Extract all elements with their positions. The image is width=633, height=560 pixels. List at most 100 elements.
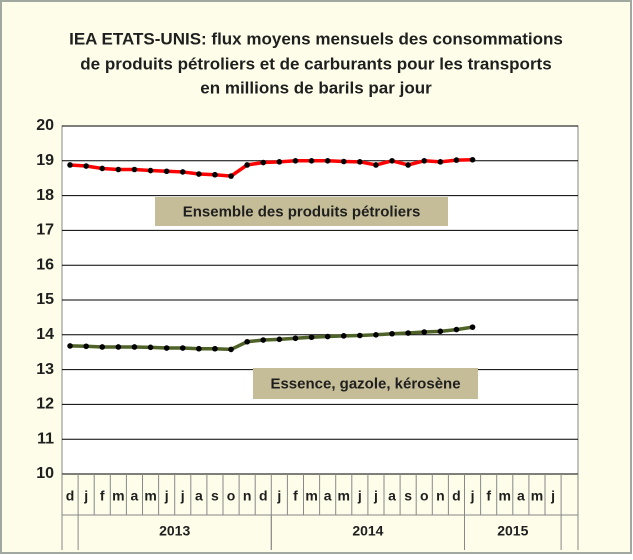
series-marker	[324, 158, 331, 164]
x-tick-label: j	[83, 488, 88, 504]
x-tick-label: n	[436, 488, 445, 504]
x-tick-label: o	[420, 488, 429, 504]
series-marker	[260, 159, 267, 166]
x-tick-label: s	[404, 488, 412, 504]
x-tick-label: m	[338, 488, 350, 504]
series-marker	[276, 159, 283, 165]
series-marker	[276, 336, 283, 343]
series-marker	[405, 330, 411, 336]
series-marker	[373, 332, 379, 338]
series-marker	[99, 165, 106, 172]
x-tick-label: j	[357, 488, 362, 504]
series-marker	[163, 345, 170, 351]
series-marker	[469, 324, 476, 330]
year-label: 2013	[159, 523, 190, 539]
x-tick-label: j	[373, 488, 378, 504]
y-tick-label: 17	[36, 222, 54, 239]
series-marker	[163, 168, 170, 175]
series-marker	[389, 330, 395, 337]
series-marker	[212, 345, 218, 352]
series-marker	[421, 158, 428, 164]
year-label: 2014	[352, 523, 383, 539]
chart-title: IEA ETATS-UNIS: flux moyens mensuels des…	[69, 29, 563, 48]
x-tick-label: j	[164, 488, 169, 504]
y-tick-label: 16	[36, 256, 54, 273]
x-tick-label: m	[499, 488, 511, 504]
series-marker	[131, 166, 138, 173]
chart-title: en millions de barils par jour	[200, 78, 432, 97]
series-marker	[469, 156, 476, 163]
y-tick-label: 12	[36, 396, 54, 413]
x-tick-label: a	[517, 488, 525, 504]
series-marker	[115, 344, 122, 350]
y-tick-label: 11	[37, 430, 54, 447]
series-marker	[83, 343, 89, 350]
x-tick-label: a	[195, 488, 203, 504]
x-tick-label: d	[452, 488, 461, 504]
series-marker	[292, 335, 299, 342]
series-marker	[324, 333, 331, 340]
series-marker	[421, 329, 428, 335]
series-marker	[357, 332, 363, 339]
series-marker	[373, 162, 379, 168]
series-marker	[179, 345, 186, 351]
x-tick-label: j	[180, 488, 185, 504]
series-marker	[147, 167, 154, 174]
x-tick-label: j	[276, 488, 281, 504]
year-label: 2015	[497, 523, 528, 539]
x-tick-label: m	[112, 488, 124, 504]
x-tick-label: d	[66, 488, 75, 504]
series-marker	[260, 337, 267, 343]
series-marker	[67, 162, 73, 168]
series-marker	[405, 162, 411, 168]
series-marker	[308, 334, 315, 341]
series-marker	[67, 343, 73, 349]
y-tick-label: 14	[36, 326, 54, 343]
series-marker	[389, 158, 395, 164]
series-marker	[292, 158, 299, 164]
series-label-box	[155, 197, 448, 226]
y-tick-label: 20	[36, 117, 54, 134]
x-tick-label: j	[470, 488, 475, 504]
x-tick-label: f	[293, 488, 298, 504]
series-marker	[196, 171, 202, 177]
y-tick-label: 18	[36, 187, 54, 204]
series-marker	[147, 344, 154, 351]
series-marker	[437, 159, 444, 165]
series-label: Ensemble des produits pétroliers	[183, 203, 421, 220]
series-marker	[453, 157, 460, 163]
x-tick-label: s	[211, 488, 219, 504]
series-marker	[115, 166, 122, 173]
series-label: Essence, gazole, kérosène	[270, 375, 460, 392]
series-marker	[308, 158, 315, 164]
series-marker	[244, 162, 250, 168]
x-tick-label: j	[550, 488, 555, 504]
y-tick-label: 19	[36, 152, 54, 169]
series-marker	[228, 173, 234, 179]
x-tick-label: a	[388, 488, 396, 504]
x-tick-label: a	[131, 488, 139, 504]
series-marker	[99, 344, 106, 350]
x-tick-label: o	[227, 488, 236, 504]
series-marker	[228, 346, 234, 353]
series-marker	[357, 159, 363, 165]
y-tick-label: 10	[36, 465, 54, 482]
x-tick-label: f	[486, 488, 491, 504]
y-tick-label: 15	[36, 291, 54, 308]
series-marker	[131, 344, 138, 350]
series-label-box	[253, 368, 478, 399]
series-marker	[196, 345, 202, 352]
x-tick-label: m	[305, 488, 317, 504]
x-tick-label: n	[243, 488, 252, 504]
series-marker	[453, 326, 460, 333]
x-tick-label: m	[531, 488, 543, 504]
series-marker	[244, 338, 250, 345]
series-marker	[340, 158, 347, 165]
series-marker	[340, 333, 347, 339]
series-marker	[212, 171, 218, 178]
series-marker	[437, 328, 444, 335]
x-tick-label: m	[144, 488, 156, 504]
series-marker	[179, 169, 186, 175]
chart-title: de produits pétroliers et de carburants …	[80, 54, 551, 73]
